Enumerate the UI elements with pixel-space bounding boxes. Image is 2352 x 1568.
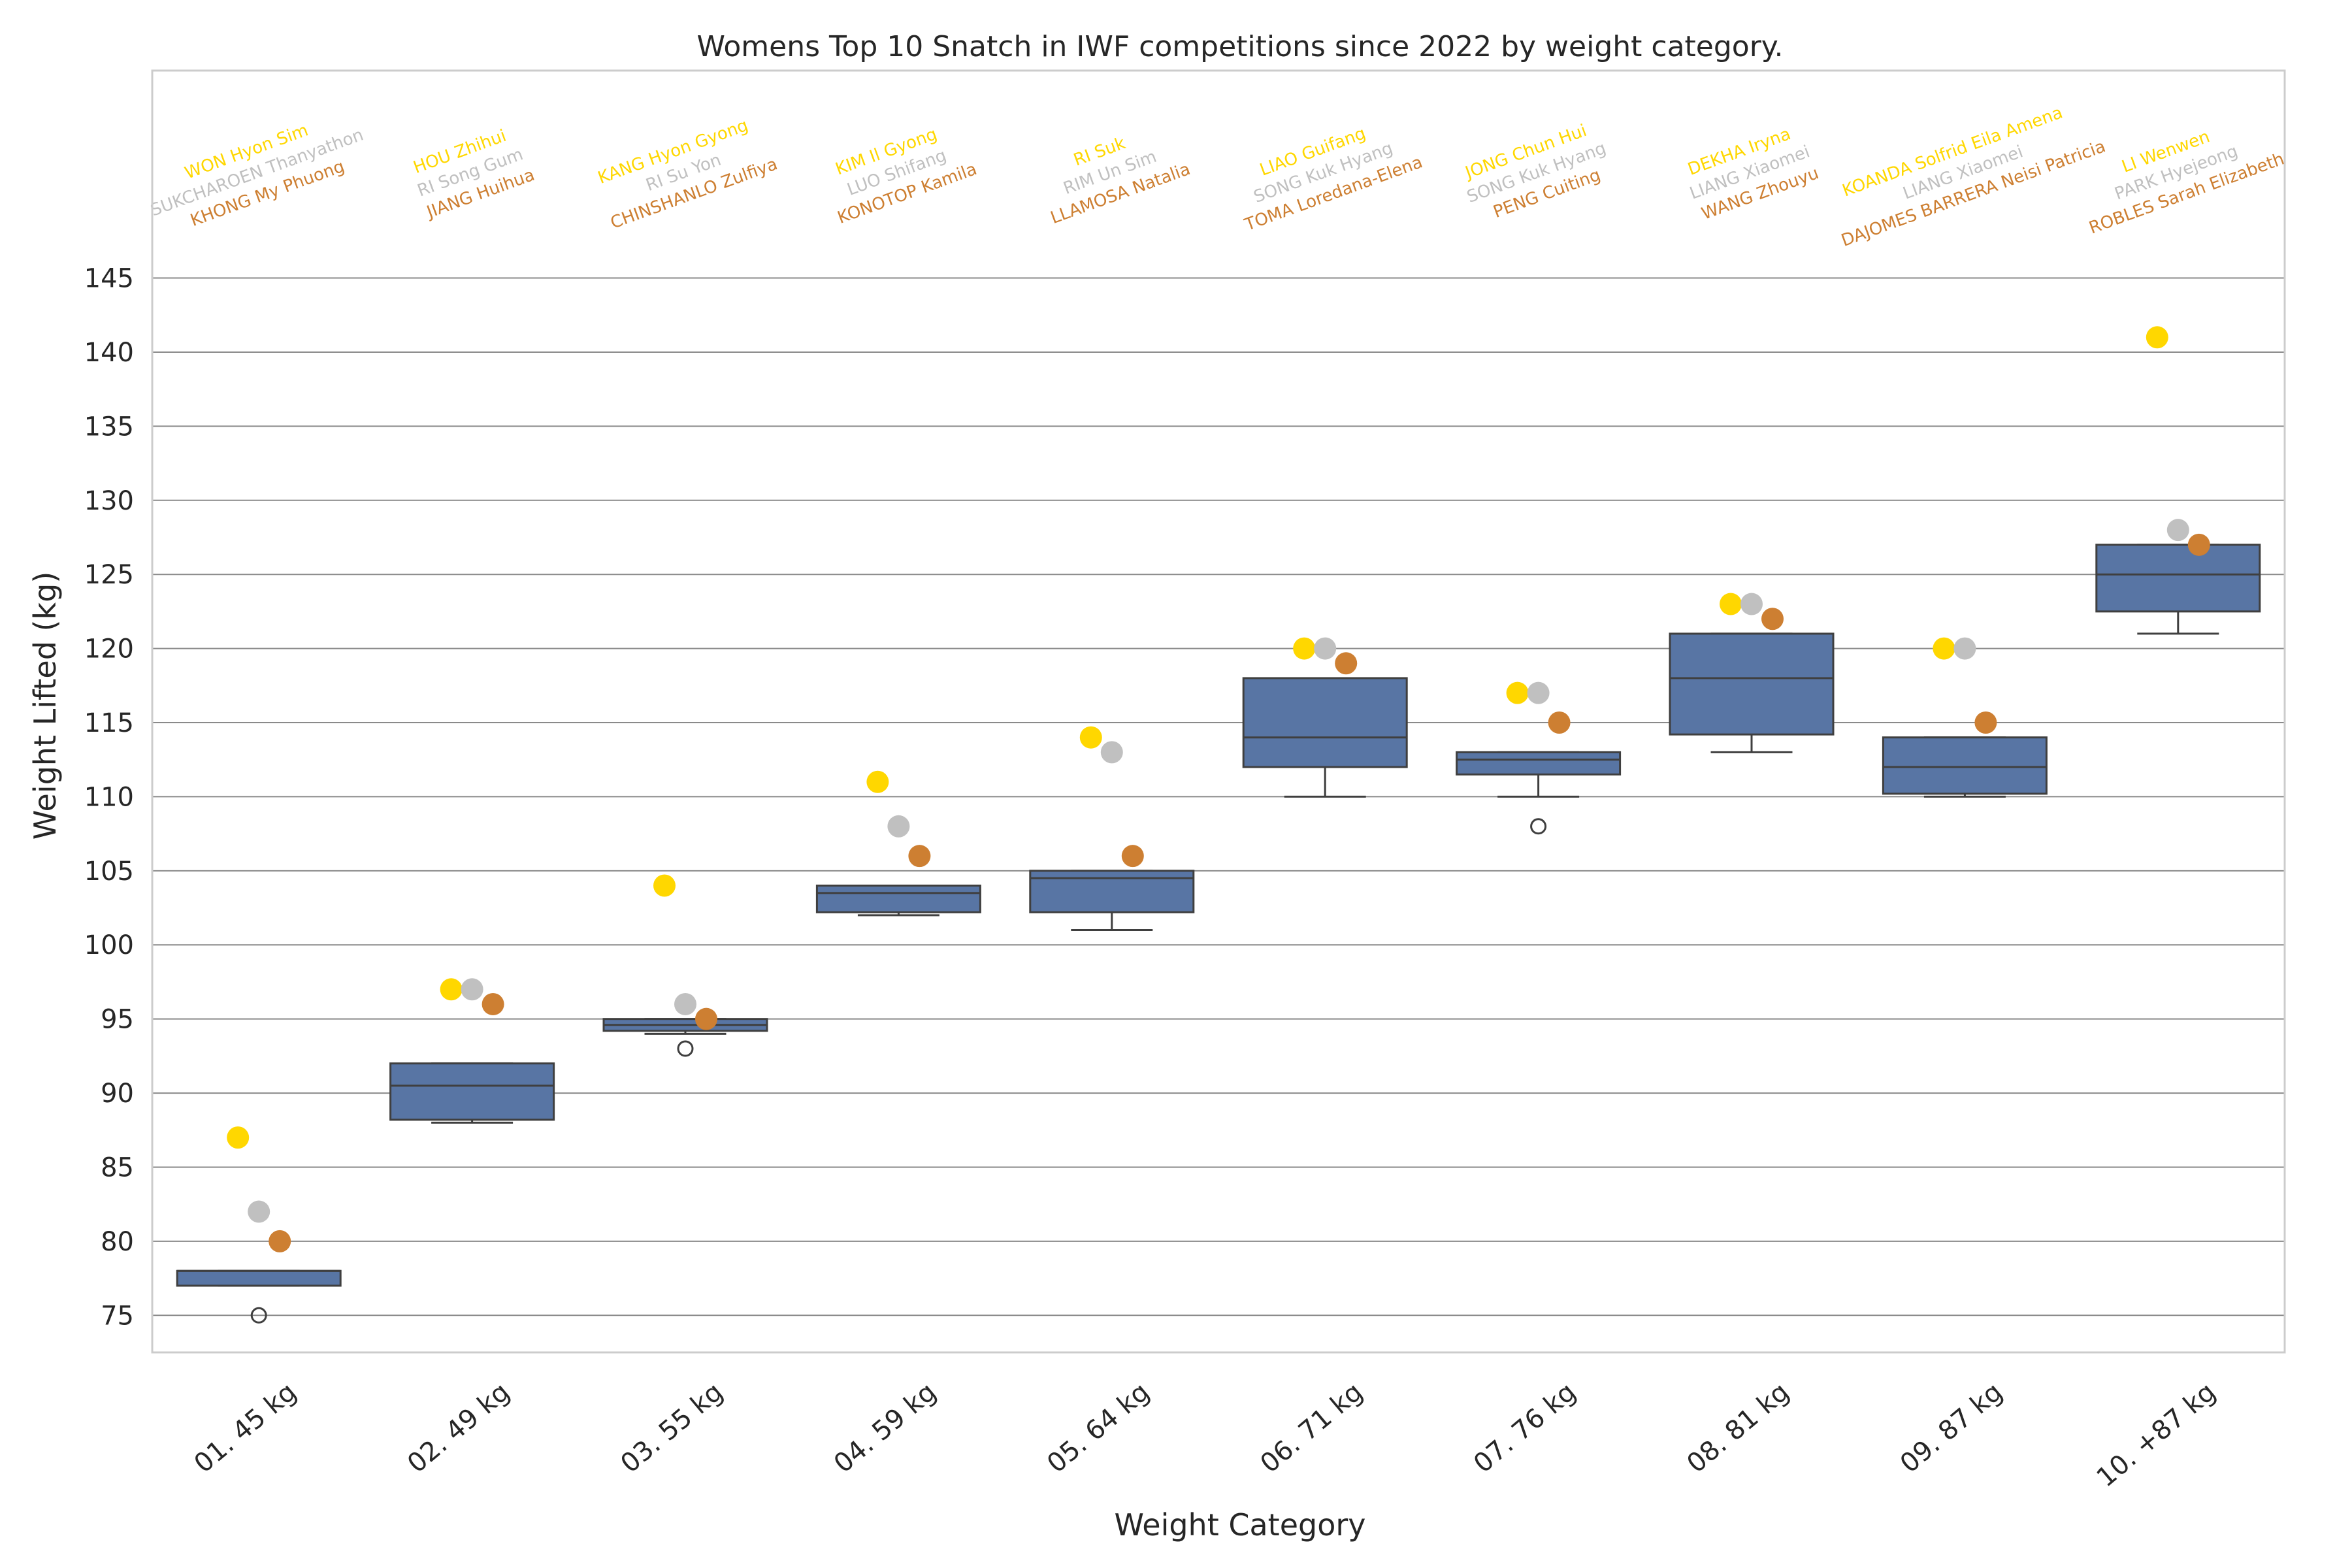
x-tick-label: 07. 76 kg xyxy=(1468,1377,1582,1478)
bronze-medal-point xyxy=(1548,711,1571,734)
x-tick-label: 05. 64 kg xyxy=(1041,1377,1155,1478)
gold-medal-point xyxy=(866,770,889,793)
gold-medal-point xyxy=(227,1126,250,1149)
y-tick-label: 120 xyxy=(84,634,134,664)
bronze-medal-point xyxy=(1121,845,1144,868)
gold-medal-point xyxy=(653,874,676,897)
silver-medal-point xyxy=(461,978,483,1001)
x-tick-label: 08. 81 kg xyxy=(1681,1377,1795,1478)
x-tick-label: 04. 59 kg xyxy=(828,1377,942,1478)
y-tick-label: 125 xyxy=(84,560,134,590)
gold-medal-point xyxy=(1506,681,1529,704)
box xyxy=(815,885,981,913)
bronze-medal-point xyxy=(695,1007,717,1030)
y-tick-label: 135 xyxy=(84,412,134,442)
silver-medal-point xyxy=(887,815,910,838)
gridlines xyxy=(152,277,2285,1316)
bronze-medal-point xyxy=(482,992,504,1015)
box xyxy=(389,1062,555,1121)
bronze-medal-point xyxy=(1974,711,1997,734)
silver-medal-point xyxy=(1740,593,1763,615)
box xyxy=(176,1269,342,1287)
x-tick-label: 06. 71 kg xyxy=(1255,1377,1369,1478)
silver-medal-point xyxy=(674,992,696,1015)
box xyxy=(1882,736,2048,795)
y-tick-label: 100 xyxy=(84,930,134,960)
y-axis-label: Weight Lifted (kg) xyxy=(27,572,63,840)
box xyxy=(2095,544,2261,613)
plot-border xyxy=(151,69,2286,1354)
y-tick-label: 80 xyxy=(101,1227,134,1257)
gold-medal-point xyxy=(1293,637,1316,660)
bronze-medal-point xyxy=(269,1230,291,1252)
box xyxy=(1029,870,1195,913)
gold-medal-point xyxy=(440,978,463,1001)
outlier-point xyxy=(677,1040,694,1057)
x-tick-label: 03. 55 kg xyxy=(615,1377,728,1478)
y-tick-label: 95 xyxy=(101,1005,134,1035)
x-axis-label: Weight Category xyxy=(1114,1507,1365,1543)
y-tick-label: 110 xyxy=(84,782,134,812)
plot-frame xyxy=(152,71,2285,1352)
x-tick-label: 02. 49 kg xyxy=(402,1377,515,1478)
bronze-medal-point xyxy=(1761,608,1784,630)
silver-medal-point xyxy=(1527,681,1550,704)
silver-medal-point xyxy=(2166,519,2189,542)
box xyxy=(1242,677,1408,768)
outlier-point xyxy=(1530,818,1547,835)
bronze-medal-point xyxy=(1335,652,1358,675)
x-tick-label: 09. 87 kg xyxy=(1895,1377,2008,1478)
silver-medal-point xyxy=(248,1200,270,1223)
y-tick-label: 90 xyxy=(101,1079,134,1109)
y-tick-label: 145 xyxy=(84,264,134,294)
y-tick-label: 75 xyxy=(101,1301,134,1331)
bronze-medal-point xyxy=(908,845,931,868)
silver-medal-point xyxy=(1314,637,1337,660)
x-tick-label: 01. 45 kg xyxy=(189,1377,302,1478)
x-tick-label: 10. +87 kg xyxy=(2091,1377,2222,1493)
y-tick-labels: 75 80 85 90 95 100 105 110 115 120 125 130 135 140 145 xyxy=(84,264,134,1331)
chart-title: Womens Top 10 Snatch in IWF competitions… xyxy=(696,30,1783,63)
outlier-point xyxy=(250,1307,267,1324)
gold-medal-point xyxy=(1720,593,1742,615)
y-tick-label: 105 xyxy=(84,857,134,887)
silver-medal-point xyxy=(1953,637,1976,660)
y-tick-label: 115 xyxy=(84,708,134,738)
x-tick-labels: 01. 45 kg 02. 49 kg 03. 55 kg 04. 59 kg 05. … xyxy=(189,1377,2222,1493)
medal-points xyxy=(227,326,2210,1252)
gold-medal-point xyxy=(2146,326,2168,349)
box xyxy=(1456,751,1622,776)
y-tick-label: 130 xyxy=(84,486,134,516)
y-tick-label: 140 xyxy=(84,338,134,368)
box-plots xyxy=(176,544,2261,1287)
outlier-points xyxy=(250,818,1547,1324)
box xyxy=(1669,632,1835,736)
y-tick-label: 85 xyxy=(101,1152,134,1183)
silver-medal-point xyxy=(1100,741,1123,764)
gold-medal-point xyxy=(1079,726,1102,749)
bronze-medal-point xyxy=(2187,533,2210,556)
gold-medal-point xyxy=(1933,637,1955,660)
